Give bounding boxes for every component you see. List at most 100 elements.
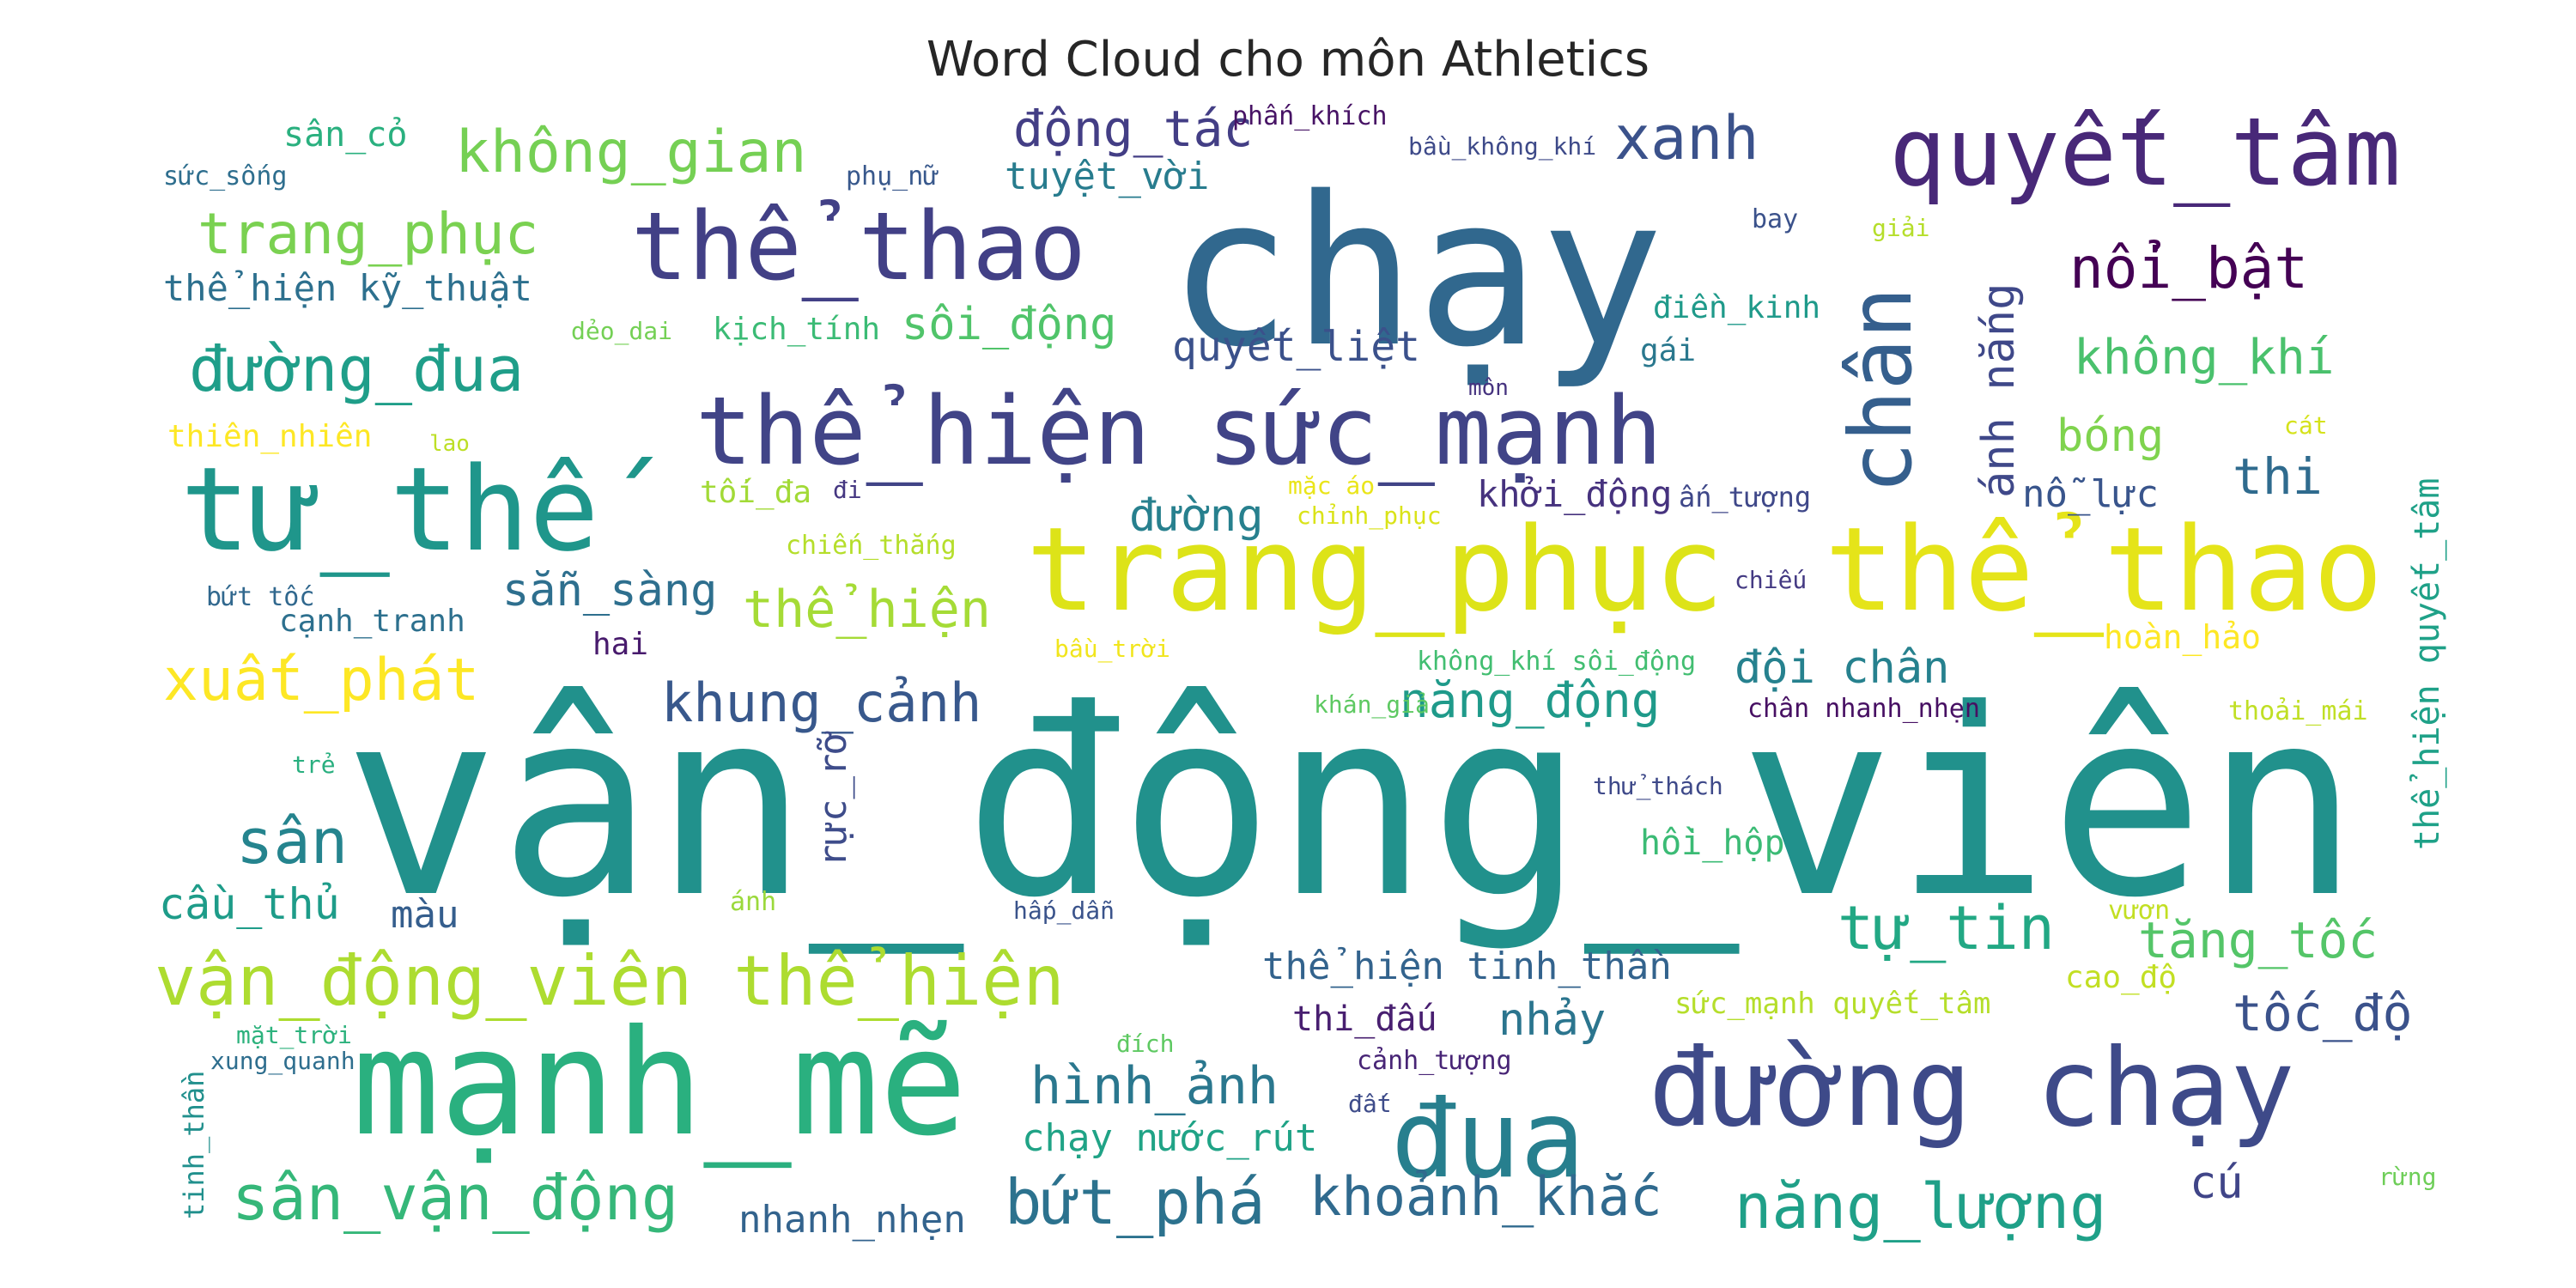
cloud-word: chạy xyxy=(1168,152,1664,392)
cloud-word: đội chân xyxy=(1735,642,1949,694)
cloud-word: không_khí sôi_động xyxy=(1417,647,1696,677)
cloud-word: hai xyxy=(592,627,648,662)
cloud-word: vận_động_viên thể_hiện xyxy=(155,941,1065,1021)
cloud-word: không_gian xyxy=(455,118,806,186)
cloud-word: nhảy xyxy=(1498,994,1606,1046)
cloud-word: nỗ_lực xyxy=(2022,472,2159,516)
cloud-word: vận_động_viên xyxy=(343,654,2360,957)
cloud-word: hình_ảnh xyxy=(1030,1056,1279,1116)
cloud-word: sân_cỏ xyxy=(283,115,408,155)
cloud-word: cạnh_tranh xyxy=(279,604,465,639)
cloud-word: năng_động xyxy=(1400,673,1660,729)
cloud-word: đua xyxy=(1391,1078,1585,1202)
cloud-word: sức_mạnh quyết_tâm xyxy=(1674,987,1990,1021)
cloud-word: thể_hiện quyết_tâm xyxy=(2408,478,2447,850)
cloud-word: thi xyxy=(2233,447,2323,506)
cloud-word: khoảnh_khắc xyxy=(1309,1165,1662,1228)
cloud-word: mặc áo xyxy=(1288,471,1375,500)
cloud-word: xuất_phát xyxy=(163,647,479,714)
cloud-word: khởi_động xyxy=(1477,473,1673,515)
cloud-word: vươn xyxy=(2108,896,2170,926)
cloud-word: tăng_tốc xyxy=(2138,911,2378,969)
cloud-word: cầu_thủ xyxy=(159,879,340,929)
cloud-word: chiếu xyxy=(1735,566,1807,594)
cloud-word: tối_đa xyxy=(700,475,811,510)
cloud-word: điền_kinh xyxy=(1653,290,1820,325)
cloud-word: thể_hiện tinh_thần xyxy=(1262,945,1672,988)
cloud-word: tốc_độ xyxy=(2233,984,2413,1042)
cloud-word: cú xyxy=(2190,1157,2244,1209)
cloud-word: gái xyxy=(1640,333,1696,368)
cloud-word: kịch_tính xyxy=(713,312,880,347)
cloud-word: sức_sống xyxy=(163,161,288,191)
cloud-word: thiên_nhiên xyxy=(167,419,372,454)
cloud-word: sôi_động xyxy=(902,299,1116,350)
cloud-word: thi_đấu xyxy=(1292,999,1437,1039)
cloud-word: năng_lượng xyxy=(1735,1170,2106,1242)
cloud-word: đi xyxy=(833,476,862,504)
cloud-word: hấp_dẫn xyxy=(1013,896,1115,926)
cloud-word: xanh xyxy=(1614,103,1759,173)
cloud-word: thể_thao xyxy=(631,191,1086,301)
cloud-word: trẻ xyxy=(292,750,336,779)
cloud-word: ấn_tượng xyxy=(1679,481,1811,513)
cloud-word: phấn_khích xyxy=(1232,101,1388,131)
cloud-word: xung_quanh xyxy=(210,1047,355,1076)
cloud-word: phụ_nữ xyxy=(846,161,939,191)
cloud-word: đất xyxy=(1348,1090,1392,1118)
cloud-word: thử_thách xyxy=(1593,772,1723,801)
cloud-word: lao xyxy=(429,431,470,457)
cloud-word: sân_vận_động xyxy=(232,1162,678,1234)
cloud-word: hồi_hộp xyxy=(1640,823,1785,863)
cloud-word: sân xyxy=(236,805,348,878)
cloud-word: ánh xyxy=(730,887,776,917)
cloud-word: chỉnh_phục xyxy=(1297,501,1442,531)
cloud-word: cát xyxy=(2284,411,2328,440)
cloud-word: bay xyxy=(1752,204,1798,234)
cloud-word: rừng xyxy=(2379,1163,2436,1191)
cloud-word: thể_thao xyxy=(1825,502,2383,637)
cloud-word: khung_cảnh xyxy=(661,671,981,734)
cloud-word: rực_rỡ xyxy=(811,731,855,867)
cloud-word: giải xyxy=(1872,214,1929,242)
cloud-word: tinh_thần xyxy=(178,1071,210,1219)
cloud-word: động_tác xyxy=(1013,100,1253,158)
cloud-word: bóng xyxy=(2057,410,2164,462)
cloud-word: chiến_thắng xyxy=(786,531,957,561)
cloud-word: cảnh_tượng xyxy=(1357,1046,1512,1076)
cloud-word: môn xyxy=(1468,375,1509,401)
cloud-word: nhanh_nhẹn xyxy=(738,1198,966,1242)
cloud-word: trang_phục xyxy=(1026,502,1724,637)
cloud-word: ánh nắng xyxy=(1973,283,2025,498)
cloud-word: tư_thế xyxy=(180,442,653,577)
cloud-word: tự_tin xyxy=(1838,893,2055,963)
cloud-word: sẵn_sàng xyxy=(502,565,717,617)
word-cloud-title: Word Cloud cho môn Athletics xyxy=(926,32,1650,88)
cloud-word: bứt tốc xyxy=(206,582,314,612)
cloud-word: nổi_bật xyxy=(2069,235,2308,301)
cloud-word: mặt_trời xyxy=(236,1021,352,1050)
cloud-word: chân xyxy=(1831,287,1931,494)
cloud-word: bầu_không_khí xyxy=(1408,132,1596,161)
cloud-word: trang_phục xyxy=(197,201,538,267)
cloud-word: màu xyxy=(391,893,459,937)
cloud-word: dẻo_dai xyxy=(571,317,672,346)
cloud-word: tuyệt_vời xyxy=(1005,155,1209,198)
cloud-word: đường chạy xyxy=(1649,1026,2295,1151)
cloud-word: thể_hiện kỹ_thuật xyxy=(163,267,532,309)
cloud-word: thoải_mái xyxy=(2228,696,2368,726)
cloud-word: mạnh_mẽ xyxy=(352,999,967,1169)
cloud-word: đường xyxy=(1129,490,1264,542)
cloud-word: hoàn_hảo xyxy=(2104,618,2261,657)
cloud-word: không_khí xyxy=(2074,330,2334,386)
cloud-word: chạy nước_rút xyxy=(1022,1116,1317,1160)
cloud-word: đích xyxy=(1116,1030,1174,1058)
cloud-word: bứt_phá xyxy=(1005,1166,1265,1238)
cloud-word: bầu_trời xyxy=(1054,635,1170,664)
cloud-word: chân nhanh_nhẹn xyxy=(1747,694,1980,724)
cloud-word: thể_hiện sức_mạnh xyxy=(696,376,1662,486)
cloud-word: cao_độ xyxy=(2065,960,2177,995)
cloud-word: đường_đua xyxy=(189,333,524,405)
cloud-word: khán_giả xyxy=(1314,690,1430,720)
